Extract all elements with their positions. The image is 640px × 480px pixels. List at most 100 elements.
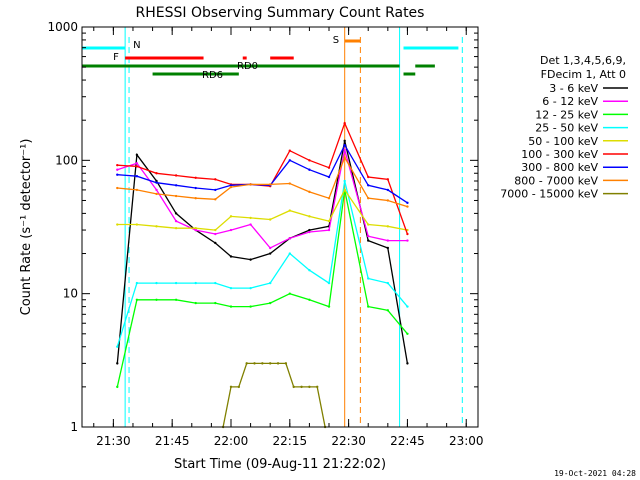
series-line-7 bbox=[117, 155, 408, 208]
series-1-point-10 bbox=[308, 230, 311, 234]
series-4-point-5 bbox=[214, 228, 217, 232]
series-2-point-6 bbox=[229, 305, 233, 308]
series-3-point-13 bbox=[367, 277, 370, 280]
series-8-point-10 bbox=[300, 385, 303, 389]
series-0-point-6 bbox=[229, 255, 233, 258]
series-line-4 bbox=[117, 188, 408, 231]
series-7-point-2 bbox=[155, 192, 158, 196]
series-0-point-14 bbox=[386, 246, 390, 250]
series-2-point-3 bbox=[174, 298, 178, 301]
series-3-point-14 bbox=[386, 281, 390, 285]
x-tick-label-3: 22:15 bbox=[273, 434, 308, 448]
series-2-point-13 bbox=[367, 305, 370, 308]
y-tick-label-1: 10 bbox=[63, 287, 78, 301]
series-7-point-8 bbox=[268, 183, 272, 186]
series-3-point-1 bbox=[135, 281, 139, 285]
series-7-point-15 bbox=[406, 205, 409, 208]
series-3-point-11 bbox=[327, 281, 331, 285]
flag-label-f: F bbox=[113, 52, 119, 63]
series-0-point-3 bbox=[174, 212, 178, 215]
series-4-point-12 bbox=[343, 188, 346, 192]
series-0-point-10 bbox=[308, 228, 311, 232]
series-6-point-1 bbox=[135, 175, 139, 178]
series-1-point-8 bbox=[268, 246, 272, 250]
series-0-point-13 bbox=[367, 239, 370, 242]
series-5-point-5 bbox=[214, 178, 217, 181]
series-2-point-15 bbox=[406, 332, 409, 336]
x-tick-label-6: 23:00 bbox=[449, 434, 484, 448]
legend-label-0: 3 - 6 keV bbox=[549, 82, 598, 95]
y-tick-label-0: 1 bbox=[70, 420, 78, 434]
series-5-point-9 bbox=[288, 149, 292, 152]
series-2-point-1 bbox=[135, 298, 139, 301]
series-1-point-1 bbox=[135, 162, 139, 165]
series-7-point-10 bbox=[308, 190, 311, 194]
series-8-point-4 bbox=[253, 362, 256, 365]
series-0-point-8 bbox=[268, 252, 272, 255]
series-7-point-3 bbox=[174, 194, 178, 198]
series-3-point-6 bbox=[229, 286, 233, 290]
series-8-point-3 bbox=[245, 362, 248, 365]
series-1-point-2 bbox=[155, 188, 158, 192]
series-0-point-12 bbox=[343, 139, 346, 143]
x-tick-label-1: 21:45 bbox=[155, 434, 190, 448]
series-7-point-4 bbox=[194, 196, 197, 200]
series-5-point-0 bbox=[116, 163, 119, 167]
series-8-point-8 bbox=[284, 362, 288, 365]
series-7-point-7 bbox=[249, 183, 252, 186]
series-6-point-12 bbox=[343, 143, 346, 147]
series-2-point-14 bbox=[386, 309, 390, 312]
series-6-point-9 bbox=[288, 159, 292, 162]
series-0-point-2 bbox=[155, 179, 158, 183]
series-5-point-3 bbox=[174, 174, 178, 177]
series-1-point-5 bbox=[214, 232, 217, 236]
series-7-point-1 bbox=[135, 188, 139, 192]
y-axis-label: Count Rate (s⁻¹ detector⁻¹) bbox=[19, 139, 34, 316]
series-3-point-8 bbox=[268, 281, 272, 285]
series-3-point-7 bbox=[249, 286, 252, 290]
axes: 21:30 21:45 22:00 22:15 22:30 22:45 23:00 1 10 10… bbox=[47, 20, 483, 448]
series-2-point-7 bbox=[249, 305, 252, 308]
series-6-point-4 bbox=[194, 186, 197, 190]
legend-label-7: 800 - 7000 keV bbox=[514, 174, 598, 187]
series-4-point-8 bbox=[268, 218, 272, 221]
series-5-point-14 bbox=[386, 178, 390, 181]
y-tick-label-3: 1000 bbox=[47, 20, 78, 34]
series-1-point-4 bbox=[194, 228, 197, 232]
series-6-point-10 bbox=[308, 168, 311, 171]
series-4-point-14 bbox=[386, 225, 390, 228]
series-line-2 bbox=[116, 189, 408, 388]
series-1-point-11 bbox=[327, 228, 331, 232]
series-2-point-11 bbox=[327, 305, 331, 308]
series-2-point-5 bbox=[214, 301, 217, 305]
x-axis-label: Start Time (09-Aug-11 21:22:02) bbox=[174, 457, 386, 472]
series-0-point-7 bbox=[249, 258, 252, 261]
flag-label-s: S bbox=[333, 35, 339, 46]
series-0-point-5 bbox=[214, 241, 217, 245]
series-7-point-14 bbox=[386, 199, 390, 202]
series-0-point-15 bbox=[406, 362, 409, 365]
series-4-point-7 bbox=[249, 216, 252, 220]
plot-area: N F S RD0 RD6 bbox=[82, 27, 463, 429]
series-8-point-11 bbox=[308, 385, 311, 389]
series-5-point-13 bbox=[367, 175, 370, 179]
series-1-point-6 bbox=[229, 228, 233, 232]
series-4-point-10 bbox=[308, 215, 311, 218]
series-7-point-5 bbox=[214, 198, 217, 201]
series-6-point-6 bbox=[229, 184, 233, 187]
series-5-point-1 bbox=[135, 165, 139, 168]
legend-header-line-1: Det 1,3,4,5,6,9, bbox=[540, 54, 626, 67]
series-7-point-12 bbox=[343, 156, 346, 159]
legend-label-8: 7000 - 15000 keV bbox=[500, 188, 598, 201]
series-8-point-2 bbox=[237, 385, 241, 389]
plot-frame bbox=[81, 26, 479, 428]
series-1-point-12 bbox=[343, 148, 346, 151]
legend-label-2: 12 - 25 keV bbox=[535, 108, 598, 121]
series-4-point-0 bbox=[116, 223, 119, 226]
legend-label-1: 6 - 12 keV bbox=[542, 95, 598, 108]
series-1-point-14 bbox=[386, 239, 390, 242]
timestamp: 19-Oct-2021 04:28 bbox=[554, 469, 636, 478]
series-3-point-12 bbox=[343, 179, 346, 183]
series-4-point-3 bbox=[174, 226, 178, 230]
x-tick-label-5: 22:45 bbox=[390, 434, 425, 448]
